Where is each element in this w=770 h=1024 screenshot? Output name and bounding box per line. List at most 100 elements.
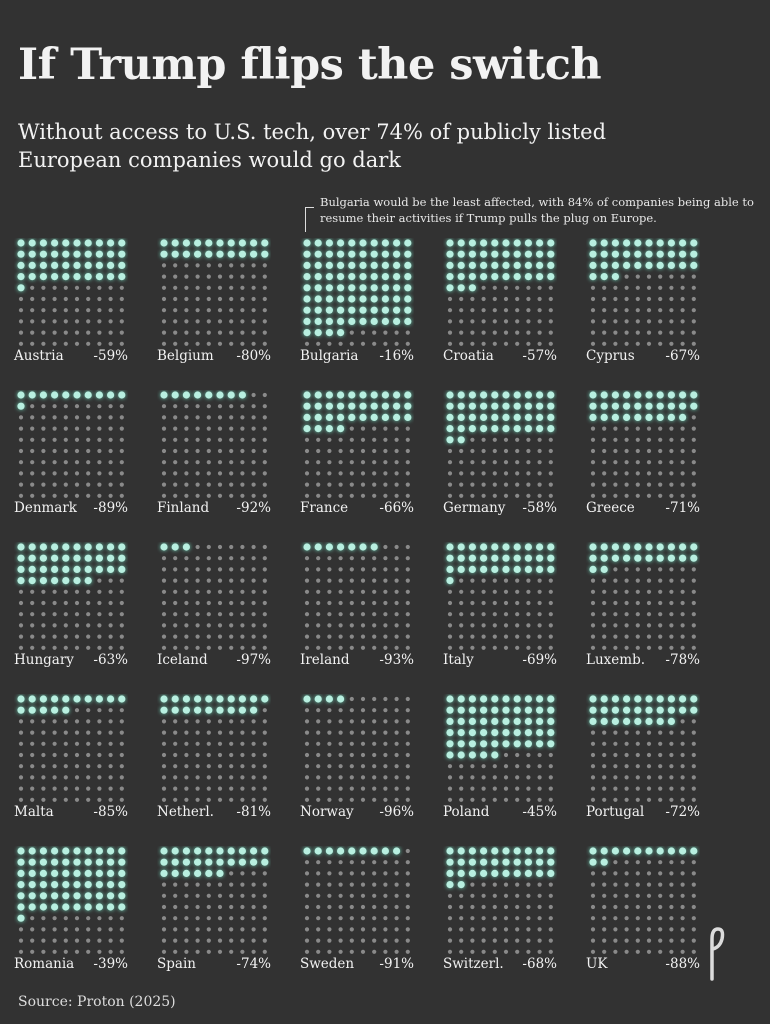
source-note: Source: Proton (2025) [18,994,176,1010]
dot-active [28,892,36,900]
dot-inactive [470,623,475,628]
dot-inactive [658,645,663,650]
dot-inactive [602,938,607,943]
dot-inactive [108,719,113,724]
dot-active [39,261,47,269]
dot-inactive [63,426,68,431]
dot-inactive [262,741,267,746]
dot-inactive [360,871,366,876]
dot-inactive [383,600,388,606]
dot-inactive [41,927,46,932]
dot-inactive [108,285,113,290]
dot-inactive [173,612,178,617]
dot-inactive [18,623,24,628]
dot-inactive [372,949,377,954]
dot-inactive [447,471,453,476]
dot-inactive [173,460,178,465]
dot-inactive [86,341,91,346]
country-label: Sweden -91% [300,956,414,972]
dot-inactive [30,404,35,409]
dot-active [160,858,168,866]
dot-inactive [195,741,200,746]
dot-inactive [503,916,509,921]
dot-inactive [548,330,553,335]
dot-active [17,914,25,922]
dot-inactive [52,600,57,606]
dot-active [589,261,597,269]
dot-inactive [161,764,167,769]
dot-inactive [360,860,366,865]
dot-inactive [251,308,256,313]
dot-inactive [459,927,464,932]
dot-active [17,847,25,855]
dot-inactive [41,460,46,465]
dot-active [95,881,103,889]
dot-inactive [405,797,410,802]
dot-inactive [349,426,354,431]
dot-inactive [206,426,211,431]
dot-inactive [383,645,388,650]
dot-inactive [602,448,607,454]
dot-inactive [41,634,46,639]
dot-inactive [635,274,640,279]
dot-inactive [481,308,486,313]
dot-inactive [18,493,24,498]
dot-active [95,554,103,562]
dot-active [491,565,499,573]
dot-inactive [669,471,674,476]
dot-inactive [372,938,377,943]
dot-active [600,695,608,703]
dot-active [536,239,544,247]
dot-inactive [108,600,113,606]
dot-inactive [383,741,388,746]
dot-inactive [262,623,267,628]
dot-inactive [206,415,211,420]
country-name: Malta [14,804,54,820]
dot-active [623,706,631,714]
dot-inactive [206,341,211,346]
dot-inactive [635,860,640,865]
dot-inactive [548,341,553,346]
dot-inactive [613,493,618,498]
dot-inactive [405,860,410,865]
dot-inactive [492,493,497,498]
dot-inactive [447,493,453,498]
dot-inactive [74,330,80,335]
dot-inactive [405,600,410,606]
dot-inactive [86,482,91,487]
dot-inactive [447,482,453,487]
dot-inactive [349,437,354,442]
dot-inactive [613,341,618,346]
dot-inactive [206,949,211,954]
dot-inactive [503,927,509,932]
dot-inactive [338,437,343,442]
dot-active [623,847,631,855]
dot-inactive [624,764,629,769]
dot-inactive [405,927,410,932]
dot-inactive [63,645,68,650]
dot-inactive [161,719,167,724]
dot-inactive [86,927,91,932]
dot-inactive [470,308,475,313]
dot-active [536,706,544,714]
dot-inactive [327,612,332,617]
dot-inactive [646,448,652,454]
dot-inactive [405,341,410,346]
dot-inactive [229,752,234,758]
dot-inactive [470,634,475,639]
dot-active [62,261,70,269]
country-name: Cyprus [586,348,635,364]
dot-active [250,847,258,855]
dot-inactive [184,556,189,561]
dot-active [325,273,333,281]
dot-inactive [383,764,388,769]
dot-inactive [405,916,410,921]
dot-inactive [602,589,607,594]
dot-inactive [304,437,310,442]
dot-inactive [195,916,200,921]
dot-active [547,250,555,258]
dot-active [457,284,465,292]
dot-inactive [360,556,366,561]
dot-inactive [669,893,674,898]
dot-inactive [52,493,57,498]
